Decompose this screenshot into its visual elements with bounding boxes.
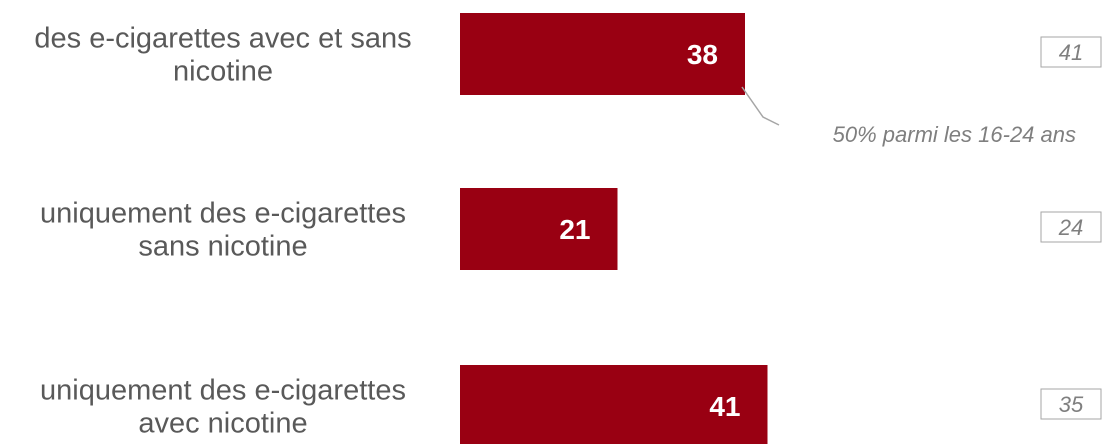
comparison-box — [1040, 36, 1102, 68]
bars: 38 21 41 — [460, 13, 768, 444]
comparison-box — [1040, 211, 1102, 243]
category-labels: des e-cigarettes avec et sans nicotine uni… — [34, 23, 411, 440]
comparison-value-label: 35 — [1059, 392, 1084, 417]
comparison-value-label: 24 — [1058, 215, 1083, 240]
comparison-values: 41 24 35 — [1040, 36, 1102, 420]
category-label-line: avec nicotine — [138, 408, 307, 440]
category-label: des e-cigarettes avec et sans nicotine — [34, 23, 411, 88]
bar — [460, 13, 745, 95]
category-label-line: nicotine — [173, 56, 273, 88]
bar — [460, 188, 618, 270]
category-label-line: sans nicotine — [138, 231, 307, 263]
bar — [460, 365, 768, 444]
bar-value-label: 21 — [559, 214, 590, 245]
annotation-leader-line — [741, 86, 780, 126]
category-label: uniquement des e-cigarettes avec nicotine — [40, 375, 406, 440]
bar-value-label: 41 — [709, 391, 740, 422]
category-label-line: uniquement des e-cigarettes — [40, 198, 406, 230]
category-label: uniquement des e-cigarettes sans nicotine — [40, 198, 406, 263]
comparison-box — [1040, 388, 1102, 420]
annotation: 50% parmi les 16-24 ans — [741, 86, 1076, 147]
comparison-value-label: 41 — [1059, 40, 1083, 65]
category-label-line: uniquement des e-cigarettes — [40, 375, 406, 407]
bar-value-label: 38 — [687, 39, 718, 70]
category-label-line: des e-cigarettes avec et sans — [34, 23, 411, 55]
annotation-text: 50% parmi les 16-24 ans — [833, 122, 1076, 147]
